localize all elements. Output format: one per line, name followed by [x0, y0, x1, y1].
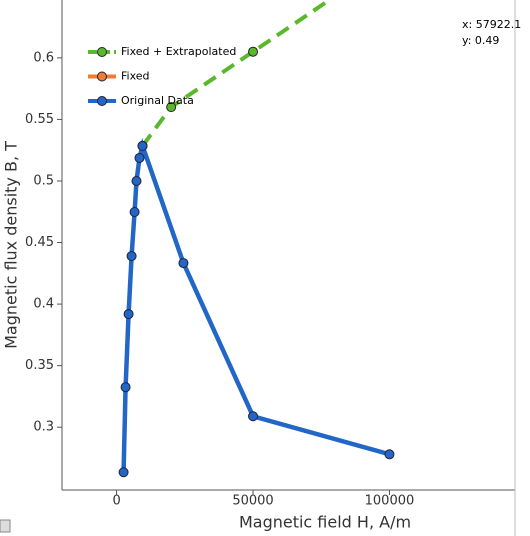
x-tick-label: 50000 [232, 494, 273, 509]
corner-icon[interactable] [0, 519, 11, 533]
x-tick-label: 100000 [365, 494, 415, 509]
legend-marker [97, 71, 107, 82]
series-line [140, 0, 334, 148]
plot-area [118, 0, 395, 478]
data-point [248, 46, 259, 57]
data-point [120, 382, 131, 393]
legend-label: Fixed [121, 70, 150, 83]
data-point [134, 152, 145, 163]
y-tick-label: 0.6 [33, 50, 54, 65]
data-point [166, 102, 177, 113]
y-tick-label: 0.35 [25, 358, 54, 373]
cursor-x: x: 57922.1 [462, 18, 521, 31]
data-point [123, 309, 134, 320]
x-axis-label: Magnetic field H, A/m [239, 513, 411, 532]
y-axis-label: Magnetic flux density B, T [2, 141, 21, 349]
data-point [178, 258, 189, 269]
y-tick-label: 0.5 [33, 173, 54, 188]
data-point [137, 140, 148, 151]
legend-label: Fixed + Extrapolated [121, 45, 236, 58]
data-point [126, 251, 137, 262]
cursor-y: y: 0.49 [462, 34, 499, 47]
y-tick-label: 0.3 [33, 420, 54, 435]
data-point [248, 411, 259, 422]
y-tick-label: 0.4 [33, 297, 54, 312]
legend-marker [97, 96, 107, 106]
y-tick-label: 0.55 [25, 112, 54, 127]
legend-label: Original Data [121, 94, 194, 107]
data-point [118, 467, 129, 478]
x-tick-label: 0 [112, 494, 120, 509]
data-point [384, 449, 395, 460]
data-point [131, 175, 142, 186]
y-tick-label: 0.45 [25, 235, 54, 250]
legend-marker [97, 47, 107, 57]
data-point [129, 207, 140, 218]
